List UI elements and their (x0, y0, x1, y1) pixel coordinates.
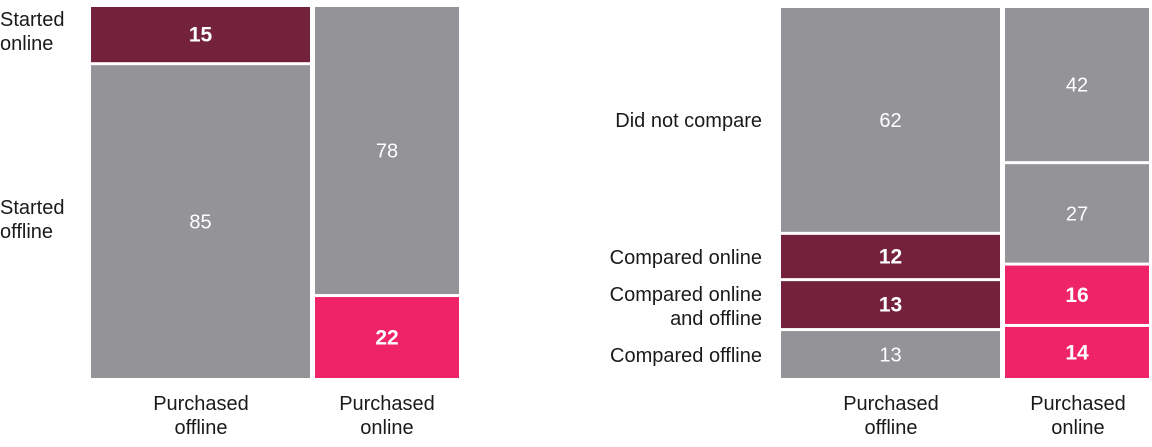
col-label-purchased-online: Purchased online (339, 393, 435, 439)
cell-purchased-online-started-online (315, 297, 459, 378)
cell-purchased-offline-started-online (91, 7, 310, 63)
value-label-purchased-offline-did-not-compare: 62 (879, 110, 901, 132)
cell-purchased-online-compared-online-and-offline (1005, 326, 1149, 378)
row-label-compared-offline: Compared offline (610, 345, 762, 367)
cell-purchased-online-did-not-compare (1005, 8, 1149, 162)
chart-comparison-vs-purchased: Did not compare Compared online Compared… (580, 0, 1152, 447)
value-label-purchased-online-compared-online-and-offline: 14 (1065, 341, 1089, 364)
cell-purchased-offline-started-offline (91, 65, 310, 378)
mosaic-left: 15 85 78 22 (91, 7, 459, 378)
value-label-purchased-online-compared-offline: 27 (1066, 203, 1088, 225)
value-label-purchased-offline-started-online: 15 (189, 24, 213, 47)
row-label-compared-online-and-offline: Compared online and offline (609, 284, 762, 330)
value-label-purchased-offline-compared-offline: 13 (879, 345, 901, 367)
value-label-purchased-offline-compared-online-and-offline: 13 (879, 294, 902, 317)
cell-purchased-online-started-offline (315, 7, 459, 295)
col-label-purchased-online: Purchased online (1030, 393, 1126, 439)
col-label-purchased-offline: Purchased offline (843, 393, 939, 439)
mosaic-right: 62 12 13 13 42 27 16 14 (781, 8, 1149, 378)
value-label-purchased-online-compared-online: 16 (1065, 284, 1088, 307)
row-label-did-not-compare: Did not compare (615, 110, 762, 132)
cell-purchased-online-compared-offline (1005, 164, 1149, 263)
col-label-purchased-offline: Purchased offline (153, 393, 249, 439)
cell-purchased-offline-compared-offline (781, 331, 1000, 378)
chart-started-vs-purchased: Started online Started offline 15 85 78 22 … (0, 0, 470, 447)
value-label-purchased-online-started-offline: 78 (376, 141, 398, 163)
cell-purchased-offline-compared-online (781, 234, 1000, 279)
value-label-purchased-offline-started-offline: 85 (189, 212, 211, 234)
value-label-purchased-offline-compared-online: 12 (879, 245, 902, 268)
row-label-started-online: Started online (0, 9, 65, 55)
value-label-purchased-online-started-online: 22 (375, 327, 398, 350)
row-label-started-offline: Started offline (0, 197, 65, 243)
value-label-purchased-online-did-not-compare: 42 (1066, 75, 1088, 97)
cell-purchased-online-compared-online (1005, 265, 1149, 324)
row-label-compared-online: Compared online (609, 247, 762, 269)
cell-purchased-offline-did-not-compare (781, 8, 1000, 232)
cell-purchased-offline-compared-online-and-offline (781, 281, 1000, 329)
